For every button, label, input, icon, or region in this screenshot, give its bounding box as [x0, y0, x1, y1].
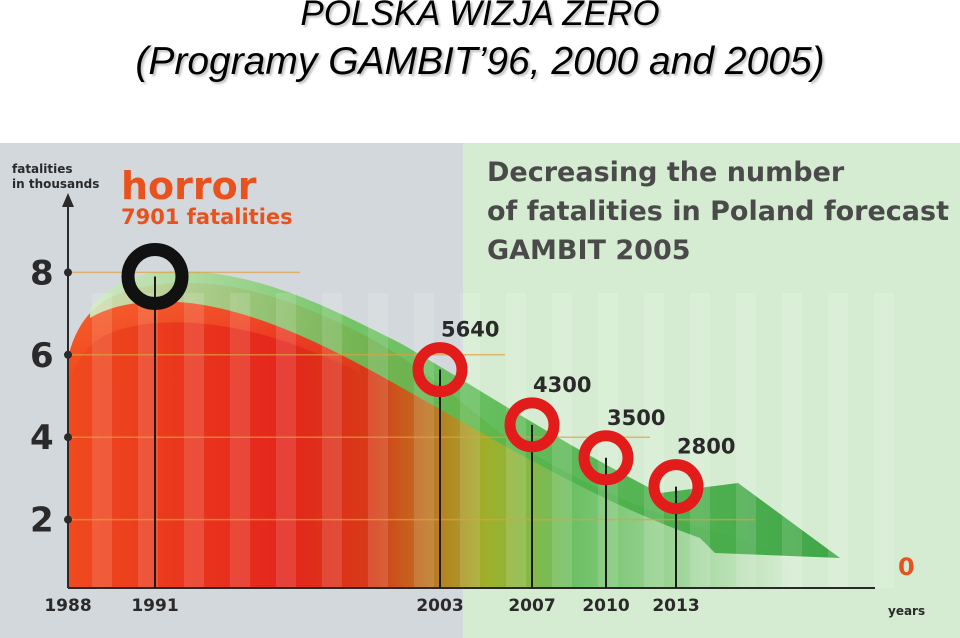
y-axis-label-line1: fatalities [12, 162, 73, 176]
stripe [782, 293, 802, 588]
y-tick-dot [64, 433, 72, 442]
stripe [92, 293, 112, 588]
annotation-subtitle: 7901 fatalities [121, 205, 293, 229]
y-tick-label: 8 [30, 253, 54, 293]
chart-title-line1: Decreasing the number [487, 157, 845, 188]
stripe [828, 293, 848, 588]
stripe [874, 293, 894, 588]
stripe [230, 293, 250, 588]
forecast-marker [412, 342, 468, 398]
x-tick-label: 2013 [652, 596, 699, 616]
x-tick-label: 2003 [416, 596, 463, 616]
annotation-title: horror [121, 164, 257, 208]
stripe [552, 293, 572, 588]
y-tick-label: 4 [30, 418, 54, 458]
y-tick-label: 6 [30, 336, 54, 376]
peak-marker [121, 242, 189, 310]
stripe [414, 293, 434, 588]
x-tick-label: 2007 [508, 596, 555, 616]
fatalities-chart: fatalities in thousands 2 4 6 8 1988 1991 200… [0, 143, 960, 638]
x-axis-label: years [888, 604, 925, 618]
forecast-marker [504, 397, 560, 453]
slide-title: POLSKA WIZJA ZERO [300, 0, 660, 33]
fatalities-area [68, 282, 790, 588]
stripe [690, 293, 710, 588]
y-axis-arrow-icon [62, 193, 74, 207]
x-tick-label: 1988 [44, 596, 91, 616]
y-axis-label-line2: in thousands [12, 177, 99, 191]
stripe [736, 293, 756, 588]
stripe [322, 293, 342, 588]
stripe [368, 293, 388, 588]
y-tick-label: 2 [30, 501, 54, 541]
y-tick-dot [64, 515, 72, 524]
point-value-label: 5640 [441, 318, 499, 342]
x-tick-label: 2010 [582, 596, 629, 616]
slide-subtitle: (Programy GAMBIT’96, 2000 and 2005) [135, 40, 825, 83]
point-value-label: 4300 [533, 373, 591, 397]
stripes-overlay [92, 293, 894, 588]
point-value-label: 2800 [677, 435, 735, 459]
y-tick-dot [64, 350, 72, 359]
end-value-label: 0 [898, 553, 915, 581]
forecast-marker [578, 430, 634, 486]
y-tick-dot [64, 268, 72, 277]
forecast-arrow [90, 271, 840, 558]
stripe [184, 293, 204, 588]
chart-title-line2: of fatalities in Poland forecast [487, 196, 949, 227]
forecast-marker [648, 459, 704, 515]
point-value-label: 3500 [607, 406, 665, 430]
stripe [644, 293, 664, 588]
chart-title-line3: GAMBIT 2005 [487, 235, 691, 266]
stripe [276, 293, 296, 588]
x-tick-label: 1991 [131, 596, 178, 616]
stripe [138, 293, 158, 588]
